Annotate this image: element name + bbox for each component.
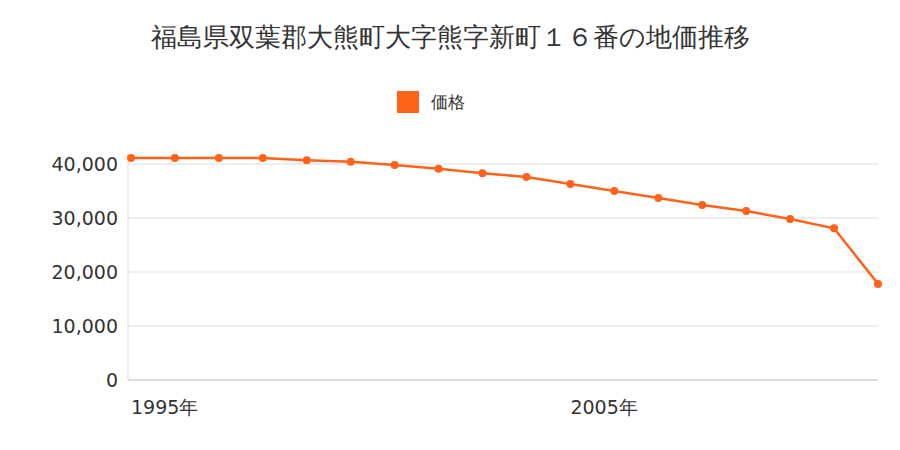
data-point <box>830 224 838 232</box>
x-tick-label: 1995年 <box>131 396 198 418</box>
data-point <box>654 194 662 202</box>
data-point <box>874 280 882 288</box>
legend-swatch <box>397 91 419 113</box>
y-tick-label: 30,000 <box>52 207 118 229</box>
x-tick-label: 2005年 <box>570 396 637 418</box>
data-point <box>391 161 399 169</box>
y-tick-label: 40,000 <box>52 153 118 175</box>
data-point <box>171 154 179 162</box>
data-point <box>347 158 355 166</box>
legend-label: 価格 <box>431 92 465 112</box>
grid-line <box>128 380 878 381</box>
data-point <box>742 207 750 215</box>
data-point <box>303 156 311 164</box>
data-point <box>479 169 487 177</box>
data-point <box>610 187 618 195</box>
data-point <box>435 165 443 173</box>
data-point <box>566 180 574 188</box>
plot-area <box>127 154 882 288</box>
grid-line <box>128 272 878 273</box>
y-tick-label: 20,000 <box>52 261 118 283</box>
data-point <box>522 173 530 181</box>
data-point <box>215 154 223 162</box>
grid-line <box>128 326 878 327</box>
chart: 福島県双葉郡大熊町大字熊字新町１６番の地価推移価格 0 10,000 20,000 30… <box>0 0 900 450</box>
y-tick-label: 0 <box>106 369 118 391</box>
y-axis-line <box>128 153 129 380</box>
data-point <box>259 154 267 162</box>
title: 福島県双葉郡大熊町大字熊字新町１６番の地価推移 <box>151 22 750 52</box>
data-point <box>786 215 794 223</box>
data-point <box>698 201 706 209</box>
y-tick-label: 10,000 <box>52 315 118 337</box>
series-line <box>131 158 878 284</box>
grid-line <box>128 164 878 165</box>
grid-line <box>128 218 878 219</box>
data-point <box>127 154 135 162</box>
